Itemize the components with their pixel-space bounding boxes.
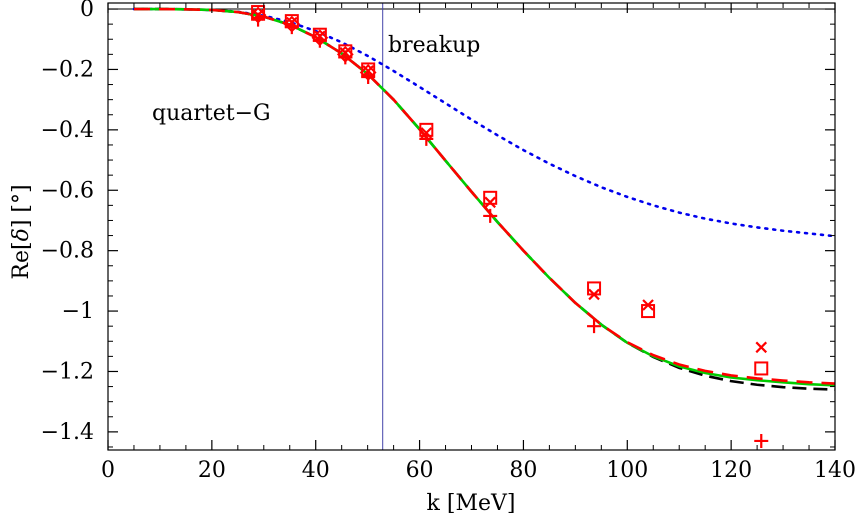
plus-point: [251, 12, 266, 27]
y-tick-label: −0.8: [41, 239, 94, 264]
x-tick-label: 60: [406, 458, 434, 483]
x-tick-label: 20: [198, 458, 226, 483]
x-tick-label: 120: [710, 458, 752, 483]
plus-point: [587, 319, 602, 334]
y-axis-label-prefix: Re[: [9, 241, 34, 279]
plus-point: [361, 69, 376, 84]
cross-point: [755, 341, 768, 354]
plus-point: [312, 33, 327, 48]
series-line-red-dashed: [133, 7, 836, 385]
y-tick-label: −1.4: [41, 420, 94, 445]
square-point: [587, 281, 602, 296]
y-tick-label: −0.2: [41, 57, 94, 82]
y-tick-label: 0: [80, 0, 94, 22]
plus-point: [284, 20, 299, 35]
x-tick-label: 80: [509, 458, 537, 483]
x-tick-label: 140: [814, 458, 856, 483]
plus-point: [483, 208, 498, 223]
plot-frame: [107, 2, 836, 451]
breakup-label: breakup: [388, 33, 480, 58]
plus-point: [338, 50, 353, 65]
y-tick-label: −1.2: [41, 359, 94, 384]
cross-point: [588, 288, 600, 301]
y-tick-label: −0.6: [41, 178, 94, 203]
curve-label: quartet−G: [152, 101, 271, 126]
x-tick-label: 100: [606, 458, 648, 483]
x-tick-label: 0: [101, 458, 115, 483]
cross-point: [484, 196, 496, 209]
y-axis-label: Re[δ] [°]: [9, 184, 34, 279]
plus-point: [754, 433, 769, 448]
y-tick-label: −1: [62, 299, 94, 324]
y-tick-label: −0.4: [41, 118, 94, 143]
x-axis-label: k [MeV]: [427, 491, 516, 516]
series-line-dotted: [132, 7, 837, 238]
square-point: [641, 304, 656, 319]
y-axis-label-suffix: ] [°]: [9, 184, 34, 228]
x-tick-label: 40: [302, 458, 330, 483]
cross-point: [642, 299, 654, 311]
y-axis-label-symbol: δ: [9, 228, 34, 241]
plus-point: [419, 131, 434, 146]
square-point: [754, 361, 769, 376]
